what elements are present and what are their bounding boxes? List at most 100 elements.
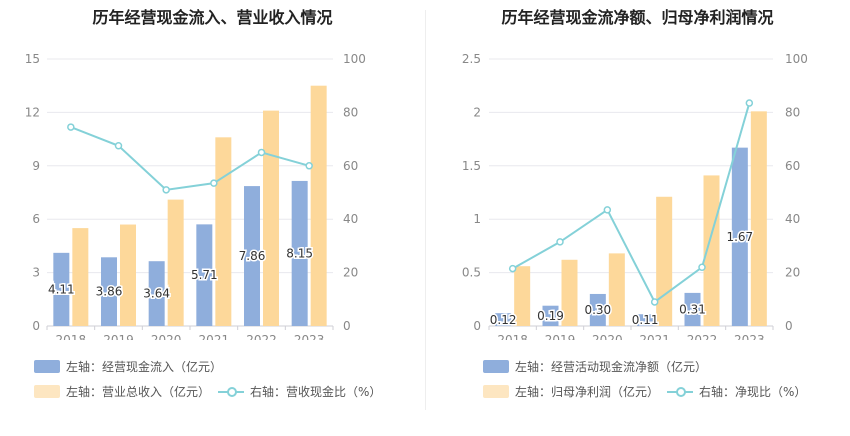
ratio-point: [162, 186, 170, 194]
bar-data-label: 5.71: [191, 268, 218, 282]
ratio-point: [114, 142, 123, 150]
bar-orange: [561, 259, 578, 326]
bar-data-label: 4.11: [48, 282, 75, 296]
bar-blue: [148, 261, 165, 326]
bar-data-label: 0.31: [679, 302, 706, 316]
x-tick-label: 2022: [246, 333, 277, 340]
bar-blue: [637, 314, 654, 326]
legend-item-net-profit[interactable]: 左轴：归母净利润（亿元）: [483, 383, 659, 400]
chart-panel-cash-inflow: 历年经营现金流入、营业收入情况 0 3 6 9 12 15 0 20 40 60 80 100 4.11…: [25, 8, 382, 400]
x-tick-label: 2023: [734, 333, 765, 340]
bar-data-label: 0.11: [632, 313, 659, 327]
chart-plot: 0 3 6 9 12 15 0 20 40 60 80 100 4.11 2018 3.86 2019 3.64…: [25, 52, 366, 340]
chart-panel-net-cash: 历年经营现金流净额、归母净利润情况 0 0.5 1 1.5 2 2.5 0 20 40 60 80 1…: [425, 0, 850, 436]
x-tick-label: 2020: [592, 333, 623, 340]
bar-orange: [72, 228, 89, 326]
bar-data-label: 0.30: [584, 303, 611, 317]
x-tick-label: 2021: [639, 333, 670, 340]
y-left-tick-label: 0: [32, 319, 40, 333]
bar-blue: [731, 147, 748, 326]
legend-label: 左轴：营业总收入（亿元）: [66, 385, 211, 399]
y-left-tick-label: 1.5: [462, 159, 481, 173]
bar-blue: [495, 313, 512, 326]
chart-plot: 0 0.5 1 1.5 2 2.5 0 20 40 60 80 100 0.12 2018 0.19 2019…: [462, 52, 808, 340]
ratio-point: [67, 123, 75, 131]
y-left-tick-label: 12: [25, 105, 40, 119]
legend-swatch-blue: [34, 360, 60, 373]
bar-orange: [167, 199, 184, 326]
legend-label: 右轴：净现比（%）: [699, 385, 807, 399]
legend-item-inflow[interactable]: 左轴：经营现金流入（亿元）: [34, 358, 222, 375]
y-right-tick-label: 60: [343, 159, 358, 173]
bar-blue: [101, 257, 117, 326]
ratio-point: [305, 162, 313, 170]
ratio-point: [210, 179, 218, 187]
x-tick-label: 2021: [199, 333, 230, 340]
ratio-point: [650, 298, 659, 306]
chart-title: 历年经营现金流净额、归母净利润情况: [501, 8, 774, 27]
bar-orange: [656, 196, 673, 326]
y-right-tick-label: 80: [785, 105, 800, 119]
y-right-tick-label: 0: [785, 319, 793, 333]
y-left-tick-label: 15: [25, 52, 40, 66]
bar-orange: [750, 111, 767, 326]
legend-swatch-orange: [34, 385, 60, 398]
bar-blue: [589, 293, 606, 326]
y-left-tick-label: 9: [32, 159, 40, 173]
y-right-tick-label: 40: [785, 212, 800, 226]
y-left-tick-label: 0.5: [462, 266, 481, 280]
bar-blue: [53, 252, 70, 326]
bar-blue: [244, 186, 260, 326]
legend-swatch-line: [667, 385, 693, 398]
bar-orange: [608, 253, 625, 326]
bar-orange: [120, 224, 136, 326]
bar-orange: [703, 175, 720, 326]
ratio-line: [70, 126, 310, 191]
legend-item-ratio[interactable]: 右轴：营收现金比（%）: [218, 383, 381, 400]
ratio-point: [603, 206, 612, 214]
ratio-line: [512, 102, 751, 304]
bar-data-label: 7.86: [239, 249, 266, 263]
legend-swatch-blue: [483, 360, 509, 373]
legend-item-ratio[interactable]: 右轴：净现比（%）: [667, 383, 806, 400]
bar-blue: [684, 292, 701, 326]
ratio-point: [698, 263, 706, 272]
bar-blue: [196, 224, 213, 326]
y-right-tick-label: 0: [343, 319, 351, 333]
legend-swatch-orange: [483, 385, 509, 398]
y-left-tick-label: 2.5: [462, 52, 481, 66]
ratio-point: [257, 148, 266, 157]
bar-orange: [263, 110, 279, 327]
y-right-tick-label: 100: [343, 52, 366, 66]
legend-label: 右轴：营收现金比（%）: [250, 385, 382, 399]
bar-data-label: 8.15: [286, 246, 313, 260]
y-right-tick-label: 80: [343, 105, 358, 119]
y-right-tick-label: 40: [343, 212, 358, 226]
ratio-point: [508, 264, 517, 273]
legend-label: 左轴：经营现金流入（亿元）: [66, 360, 223, 374]
bar-blue: [291, 180, 308, 326]
bar-data-label: 3.86: [96, 285, 123, 299]
y-left-tick-label: 2: [473, 105, 481, 119]
chart-title: 历年经营现金流入、营业收入情况: [92, 8, 333, 27]
legend-item-revenue[interactable]: 左轴：营业总收入（亿元）: [34, 383, 210, 400]
panel-divider: [425, 10, 426, 410]
legend-item-net-cash[interactable]: 左轴：经营活动现金流净额（亿元）: [483, 358, 707, 375]
bar-blue: [542, 305, 559, 326]
y-right-tick-label: 20: [785, 266, 800, 280]
bar-data-label: 1.67: [726, 230, 753, 244]
y-left-tick-label: 6: [32, 212, 40, 226]
x-tick-label: 2019: [103, 333, 134, 340]
x-tick-label: 2018: [56, 333, 87, 340]
bar-orange: [310, 85, 327, 326]
y-right-tick-label: 100: [785, 52, 808, 66]
x-tick-label: 2023: [294, 333, 325, 340]
bar-orange: [514, 266, 531, 326]
y-right-tick-label: 20: [343, 266, 358, 280]
y-left-tick-label: 3: [32, 266, 40, 280]
bar-data-label: 3.64: [143, 287, 170, 301]
x-tick-label: 2022: [687, 333, 718, 340]
y-left-tick-label: 1: [473, 212, 481, 226]
bar-data-label: 0.12: [490, 313, 517, 327]
legend-label: 左轴：归母净利润（亿元）: [515, 385, 660, 399]
